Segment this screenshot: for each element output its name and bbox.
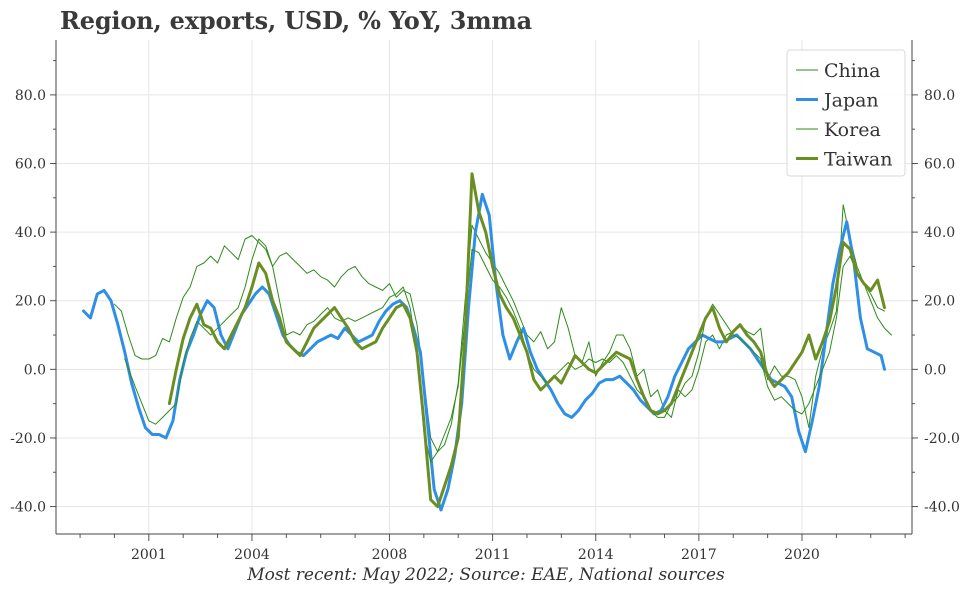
- legend-box: [786, 49, 906, 177]
- y-tick-label-right: 80.0: [924, 88, 955, 104]
- x-tick-label: 2004: [234, 547, 270, 563]
- y-tick-label-right: -20.0: [924, 431, 960, 447]
- x-tick-label: 2011: [475, 547, 511, 563]
- y-tick-label-left: 80.0: [15, 88, 46, 104]
- legend-label-korea: Korea: [824, 119, 881, 141]
- y-tick-label-right: 0.0: [924, 362, 946, 378]
- legend-label-china: China: [824, 60, 880, 82]
- y-tick-label-right: 40.0: [924, 225, 955, 241]
- series-line-korea: [124, 238, 885, 463]
- series-lines: [82, 172, 892, 512]
- y-tick-label-right: 20.0: [924, 294, 955, 310]
- y-tick-label-left: 60.0: [15, 157, 46, 173]
- y-tick-label-left: -20.0: [10, 431, 46, 447]
- y-tick-label-left: 40.0: [15, 225, 46, 241]
- source-note: Most recent: May 2022; Source: EAE, Nati…: [247, 565, 725, 585]
- y-tick-label-right: 60.0: [924, 157, 955, 173]
- legend-label-japan: Japan: [822, 90, 879, 112]
- y-tick-label-left: 20.0: [15, 294, 46, 310]
- chart-title: Region, exports, USD, % YoY, 3mma: [60, 6, 532, 35]
- axes: 2001 2004 2008 2011 2014 2017 2020 -40.0 -40.0 -2…: [10, 40, 960, 563]
- x-tick-label: 2017: [681, 547, 717, 563]
- x-tick-label: 2020: [784, 547, 820, 563]
- x-tick-label: 2001: [131, 547, 167, 563]
- series-line-taiwan: [167, 172, 886, 509]
- grid-lines: [56, 40, 912, 534]
- legend-label-taiwan: Taiwan: [824, 149, 892, 171]
- series-line-japan: [82, 192, 886, 512]
- series-line-china: [113, 204, 892, 453]
- x-tick-label: 2008: [372, 547, 408, 563]
- x-tick-label: 2014: [578, 547, 614, 563]
- y-tick-label-right: -40.0: [924, 500, 960, 516]
- legend: China Japan Korea Taiwan: [786, 49, 906, 177]
- y-tick-label-left: 0.0: [24, 362, 46, 378]
- y-tick-label-left: -40.0: [10, 500, 46, 516]
